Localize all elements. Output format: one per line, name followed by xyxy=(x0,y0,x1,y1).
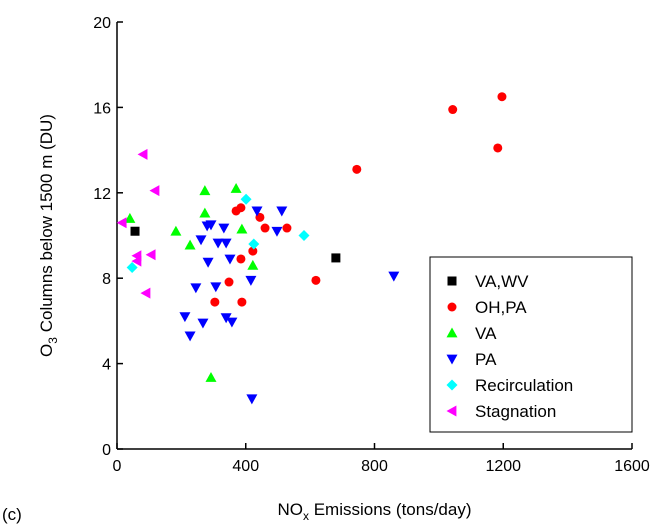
point xyxy=(260,223,270,233)
point xyxy=(497,92,507,102)
point xyxy=(205,220,217,231)
y-tick-label: 20 xyxy=(93,15,111,32)
legend-label: Recirculation xyxy=(475,376,573,395)
point xyxy=(149,185,160,197)
legend-label: VA,WV xyxy=(475,272,529,291)
legend-marker xyxy=(446,405,457,417)
point xyxy=(271,226,283,237)
point xyxy=(448,105,458,115)
point xyxy=(131,255,142,267)
y-tick-label: 0 xyxy=(102,442,111,459)
point xyxy=(246,394,258,405)
point xyxy=(170,225,182,236)
point xyxy=(237,297,247,307)
point xyxy=(388,271,400,282)
point xyxy=(145,249,156,261)
point xyxy=(352,164,362,174)
point xyxy=(311,275,321,285)
point xyxy=(130,226,140,236)
legend-marker xyxy=(446,327,458,338)
y-axis-title-part: O xyxy=(37,344,56,357)
x-tick-label: 1600 xyxy=(614,458,650,475)
point xyxy=(251,206,263,217)
x-axis-title-part: Emissions (tons/day) xyxy=(309,500,472,519)
y-tick-label: 12 xyxy=(93,186,111,203)
point xyxy=(184,239,196,250)
point xyxy=(202,257,214,268)
x-tick-label: 400 xyxy=(232,458,259,475)
x-tick-label: 800 xyxy=(361,458,388,475)
point xyxy=(195,235,207,246)
y-axis-title-part: Columns below 1500 m (DU) xyxy=(37,114,56,337)
point xyxy=(226,317,238,328)
point xyxy=(220,238,232,249)
point xyxy=(190,283,202,294)
point xyxy=(218,223,230,234)
legend-label: Stagnation xyxy=(475,402,556,421)
x-tick-label: 1200 xyxy=(485,458,521,475)
panel-label: (c) xyxy=(2,505,22,524)
point xyxy=(140,287,151,299)
point xyxy=(137,148,148,160)
x-axis-title-part: x xyxy=(303,509,309,523)
point xyxy=(210,297,220,307)
point xyxy=(248,238,260,250)
y-axis-title-part: 3 xyxy=(46,337,60,344)
point xyxy=(210,282,222,293)
point xyxy=(298,230,310,241)
point xyxy=(224,277,234,287)
point xyxy=(247,259,259,270)
legend-marker xyxy=(446,379,458,391)
y-tick-label: 8 xyxy=(102,271,111,288)
point xyxy=(248,246,258,256)
y-tick-label: 4 xyxy=(102,357,111,374)
point xyxy=(236,223,248,234)
point xyxy=(493,143,503,153)
point xyxy=(220,313,232,324)
point xyxy=(236,203,246,213)
point xyxy=(184,331,196,342)
point xyxy=(212,238,224,249)
legend-marker xyxy=(446,354,458,365)
point xyxy=(240,193,252,205)
x-tick-label: 0 xyxy=(113,458,122,475)
point xyxy=(276,206,288,217)
legend-label: VA xyxy=(475,324,497,343)
point xyxy=(205,371,217,382)
legend-box xyxy=(429,256,633,433)
point xyxy=(245,275,257,286)
point xyxy=(199,185,211,196)
point xyxy=(116,217,127,229)
point xyxy=(224,254,236,265)
legend-label: PA xyxy=(475,350,497,369)
point xyxy=(230,183,242,193)
y-tick-label: 16 xyxy=(93,100,111,117)
point xyxy=(282,223,292,233)
x-axis-title-part: NO xyxy=(278,500,304,519)
point xyxy=(126,262,138,274)
point xyxy=(331,253,341,263)
point xyxy=(124,212,136,223)
point xyxy=(199,207,211,218)
legend-label: OH,PA xyxy=(475,298,527,317)
y-axis-title: O3 Columns below 1500 m (DU) xyxy=(37,114,60,357)
x-axis-title: NOx Emissions (tons/day) xyxy=(278,500,472,523)
legend-marker xyxy=(447,276,457,286)
point xyxy=(236,254,246,264)
point xyxy=(197,318,209,329)
legend-marker xyxy=(447,302,457,312)
point xyxy=(179,312,191,323)
